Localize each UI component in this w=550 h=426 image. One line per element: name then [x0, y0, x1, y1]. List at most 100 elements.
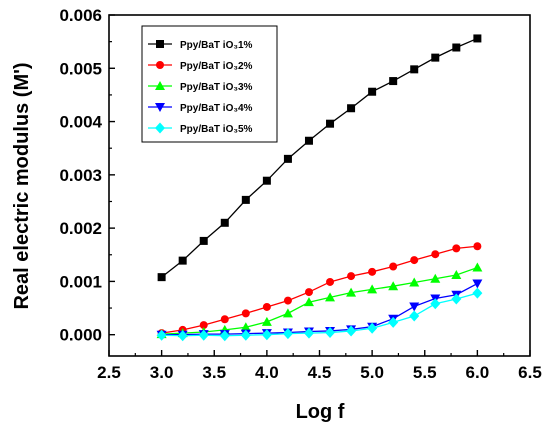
data-point: [389, 77, 398, 86]
y-tick-label: 0.001: [59, 272, 102, 291]
data-point: [451, 293, 462, 305]
x-tick-label: 4.0: [255, 363, 279, 382]
data-point: [451, 270, 462, 280]
x-tick-label: 6.0: [466, 363, 490, 382]
data-point: [388, 316, 399, 328]
data-point: [240, 329, 251, 341]
series-2: [157, 242, 482, 338]
data-point: [367, 284, 378, 294]
legend-label: Ppy/BaT iO₃3%: [180, 82, 253, 93]
legend-marker: [155, 103, 165, 112]
data-point: [431, 53, 440, 62]
data-point: [389, 262, 398, 271]
data-point: [198, 329, 209, 341]
data-point: [409, 277, 420, 287]
legend-box: [141, 25, 278, 143]
legend-item: Ppy/BaT iO₃5%: [148, 122, 253, 135]
data-point: [303, 297, 314, 307]
legend: Ppy/BaT iO₃1% Ppy/BaT iO₃2% Ppy/BaT iO₃3% P…: [141, 25, 278, 143]
data-point: [472, 279, 483, 289]
data-point: [282, 308, 293, 318]
x-tick-label: 5.5: [413, 363, 437, 382]
legend-item: Ppy/BaT iO₃2%: [148, 61, 253, 72]
data-point: [177, 330, 188, 342]
data-point: [346, 287, 357, 297]
data-point: [199, 321, 208, 330]
data-point: [326, 277, 335, 286]
x-tick-label: 3.0: [150, 363, 174, 382]
data-point: [157, 273, 166, 282]
tick-labels: 2.5 3.0 3.5 4.0 4.5 5.0 5.5 6.0 6.5 0.000 0.001 0.0…: [59, 6, 541, 382]
data-point: [199, 236, 208, 245]
series-4: [156, 279, 483, 340]
data-point: [409, 310, 420, 322]
data-point: [431, 250, 440, 259]
data-point: [473, 34, 482, 43]
data-point: [452, 244, 461, 253]
data-point: [261, 316, 272, 326]
data-point: [473, 242, 482, 251]
legend-label: Ppy/BaT iO₃5%: [180, 124, 253, 135]
data-point: [304, 288, 313, 297]
data-point: [325, 292, 336, 302]
data-point: [304, 136, 313, 145]
series-2-line: [161, 245, 478, 334]
data-point: [262, 176, 271, 185]
data-point: [347, 104, 356, 113]
x-tick-label: 6.5: [518, 363, 542, 382]
data-point: [368, 87, 377, 96]
data-point: [368, 267, 377, 276]
data-point: [261, 329, 272, 341]
data-point: [326, 119, 335, 128]
data-point: [262, 302, 271, 311]
data-point: [178, 256, 187, 265]
data-point: [430, 273, 441, 283]
data-point: [303, 327, 314, 339]
series-5: [156, 287, 483, 342]
data-point: [283, 296, 292, 305]
legend-label: Ppy/BaT iO₃4%: [180, 103, 253, 114]
axis-ticks: [108, 14, 531, 356]
data-point: [282, 328, 293, 340]
legend-marker: [156, 61, 164, 69]
data-point: [409, 302, 420, 312]
data-point: [410, 65, 419, 74]
series-5-line: [161, 292, 478, 337]
data-point: [241, 195, 250, 204]
x-tick-label: 2.5: [97, 363, 121, 382]
legend-item: Ppy/BaT iO₃4%: [148, 103, 253, 114]
data-point: [388, 281, 399, 291]
y-tick-label: 0.005: [59, 59, 102, 78]
data-point: [347, 272, 356, 281]
legend-marker: [155, 81, 165, 90]
series-3-line: [161, 266, 478, 335]
data-point: [367, 322, 378, 334]
x-tick-label: 5.0: [360, 363, 384, 382]
data-point: [472, 262, 483, 272]
data-point: [346, 325, 357, 337]
y-tick-label: 0.000: [59, 326, 102, 345]
legend-marker: [155, 122, 165, 134]
legend-marker: [156, 40, 164, 48]
data-point: [156, 329, 167, 341]
y-tick-label: 0.004: [59, 113, 102, 132]
x-tick-label: 4.5: [308, 363, 332, 382]
data-point: [430, 298, 441, 310]
series-1: [157, 34, 482, 282]
legend-item: Ppy/BaT iO₃1%: [148, 40, 253, 51]
legend-item: Ppy/BaT iO₃3%: [148, 81, 253, 93]
data-point: [452, 43, 461, 52]
x-tick-label: 3.5: [202, 363, 226, 382]
data-point: [219, 330, 230, 342]
legend-label: Ppy/BaT iO₃2%: [180, 61, 253, 72]
y-axis-title: Real electric modulus (M'): [11, 62, 33, 309]
legend-label: Ppy/BaT iO₃1%: [180, 40, 253, 51]
series-4-line: [161, 282, 478, 336]
y-tick-label: 0.002: [59, 219, 102, 238]
data-point: [220, 218, 229, 227]
series-layer: [156, 34, 483, 342]
x-axis-title: Log f: [296, 401, 345, 423]
y-tick-label: 0.006: [59, 6, 102, 25]
data-point: [283, 154, 292, 163]
